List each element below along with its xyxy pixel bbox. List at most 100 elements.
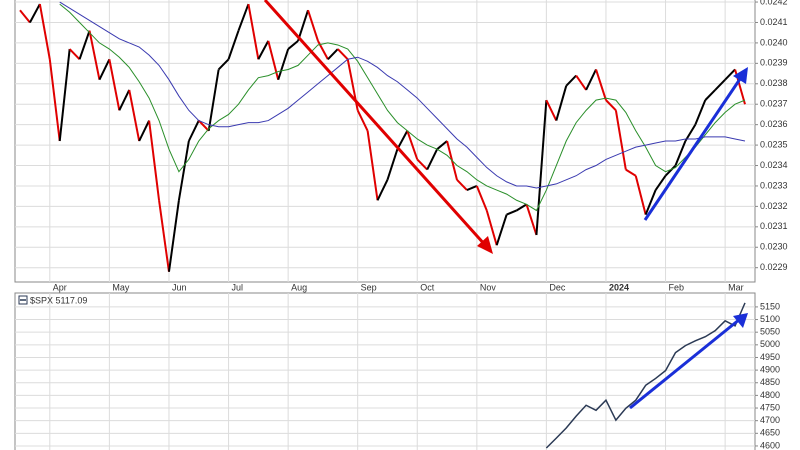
legend-label: $SPX 5117.09 (30, 295, 87, 305)
x-tick-label: Sep (361, 282, 377, 292)
y-tick-label: 4700 (760, 415, 780, 425)
price-segment (714, 78, 726, 91)
price-segment (535, 100, 548, 236)
price-segment (605, 99, 617, 112)
price-segment (148, 120, 161, 201)
price-segment (217, 58, 230, 71)
y-tick-label: 0.0230 (760, 242, 788, 252)
price-segment (416, 158, 428, 171)
price-segment (614, 110, 627, 170)
price-segment (128, 89, 141, 142)
price-segment (406, 130, 419, 160)
price-segment (466, 185, 478, 191)
price-segment (68, 48, 81, 60)
trend-arrows (263, 0, 748, 410)
y-tick-label: 0.0237 (760, 99, 788, 109)
y-tick-label: 0.0241 (760, 17, 788, 27)
price-segment (237, 3, 250, 32)
price-segment (436, 140, 448, 150)
price-segment (307, 9, 319, 42)
price-segment (287, 40, 299, 50)
price-segment (19, 9, 31, 24)
price-segment (565, 74, 577, 87)
y-tick-label: 4950 (760, 352, 780, 362)
y-tick-label: 0.0235 (760, 139, 788, 149)
series-line (59, 3, 746, 212)
price-segment (38, 3, 51, 60)
lower-panel (14, 292, 756, 450)
price-segment (506, 209, 517, 216)
price-segment (634, 175, 647, 215)
y-tick-label: 0.0234 (760, 160, 788, 170)
x-tick-label: Jun (172, 282, 187, 292)
price-segment (376, 179, 389, 201)
price-segment (724, 68, 736, 81)
y-tick-label: 0.0233 (760, 180, 788, 190)
price-segment (654, 175, 667, 191)
x-tick-label: 2024 (609, 282, 629, 292)
x-tick-label: Feb (669, 282, 685, 292)
price-segment (485, 210, 498, 246)
y-tick-label: 4850 (760, 377, 780, 387)
price-segment (595, 69, 607, 101)
y-tick-label: 0.0229 (760, 262, 788, 272)
price-segment (138, 120, 151, 142)
y-tick-label: 4900 (760, 364, 780, 374)
price-segment (644, 189, 657, 215)
price-segment (88, 30, 101, 80)
upper-panel (14, 0, 756, 283)
blue-arrow (643, 75, 744, 221)
y-tick-label: 5050 (760, 327, 780, 337)
price-segment (545, 99, 558, 122)
blue-arrowhead (733, 67, 748, 84)
price-segment (694, 99, 707, 126)
upper-plot (15, 0, 755, 282)
price-segment (337, 48, 349, 60)
series-line (545, 302, 746, 449)
y-tick-label: 0.0232 (760, 201, 788, 211)
y-tick-label: 0.0240 (760, 37, 788, 47)
price-segment (227, 30, 240, 60)
price-segment (555, 85, 568, 121)
price-segment (108, 59, 121, 111)
x-tick-label: Dec (549, 282, 566, 292)
y-tick-label: 4600 (760, 440, 780, 450)
x-tick-label: Mar (728, 282, 744, 292)
price-segment (495, 214, 508, 246)
price-segment (277, 48, 290, 81)
price-segment (98, 58, 111, 81)
series-line (59, 1, 746, 189)
price-segment (198, 119, 210, 132)
price-segment (674, 140, 687, 166)
price-segment (257, 40, 270, 60)
x-tick-label: Nov (480, 282, 497, 292)
price-segment (625, 168, 637, 177)
price-segment (356, 109, 369, 132)
price-segment (29, 3, 41, 23)
y-tick-label: 4650 (760, 428, 780, 438)
x-tick-label: Aug (291, 282, 307, 292)
price-segment (426, 148, 439, 171)
y-tick-label: 0.0231 (760, 221, 788, 231)
price-segment (177, 140, 190, 201)
price-segment (118, 89, 131, 111)
price-segment (396, 130, 409, 150)
price-segment (366, 130, 379, 201)
red-arrowhead (477, 236, 493, 254)
y-tick-label: 5000 (760, 339, 780, 349)
red-arrow (263, 0, 488, 248)
axes: 0.0229 0.0230 0.0231 0.0232 0.0233 0.0234 0.02… (53, 0, 788, 450)
price-segment (158, 200, 170, 272)
y-tick-label: 5150 (760, 301, 780, 311)
price-segment (247, 3, 260, 60)
price-segment (167, 200, 180, 272)
price-segment (207, 69, 220, 131)
price-segment (78, 30, 91, 60)
x-tick-label: Jul (232, 282, 244, 292)
x-tick-label: Oct (420, 282, 435, 292)
blue-arrowhead-lower (733, 313, 748, 328)
price-segment (58, 48, 71, 142)
price-segment (456, 179, 468, 191)
price-segment (386, 148, 399, 181)
